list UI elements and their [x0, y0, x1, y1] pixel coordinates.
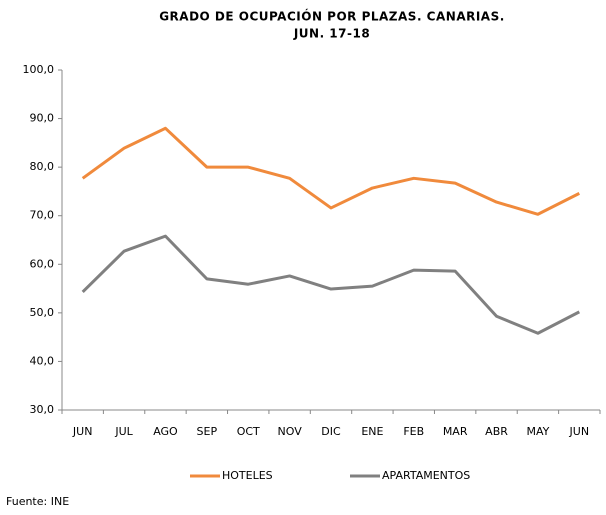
x-tick-label: NOV [278, 425, 303, 438]
x-tick-label: AGO [153, 425, 178, 438]
y-tick-label: 70,0 [30, 209, 55, 222]
x-tick-label: FEB [403, 425, 424, 438]
x-tick-label: JUL [114, 425, 133, 438]
chart-title: GRADO DE OCUPACIÓN POR PLAZAS. CANARIAS. [159, 9, 505, 24]
y-tick-label: 40,0 [30, 354, 55, 367]
x-tick-label: DIC [321, 425, 341, 438]
legend-label: APARTAMENTOS [382, 469, 470, 482]
legend-label: HOTELES [222, 469, 273, 482]
y-tick-label: 100,0 [23, 63, 55, 76]
y-tick-label: 60,0 [30, 257, 55, 270]
source-note: Fuente: INE [6, 495, 69, 508]
y-tick-label: 50,0 [30, 306, 55, 319]
x-tick-label: MAY [526, 425, 549, 438]
x-tick-label: JUN [569, 425, 590, 438]
x-tick-label: ENE [361, 425, 383, 438]
x-tick-label: SEP [197, 425, 218, 438]
x-tick-label: ABR [485, 425, 508, 438]
y-tick-label: 30,0 [30, 403, 55, 416]
x-tick-label: JUN [72, 425, 93, 438]
chart-title: JUN. 17-18 [293, 27, 370, 41]
x-tick-label: MAR [443, 425, 468, 438]
x-tick-label: OCT [237, 425, 260, 438]
data-line [81, 126, 580, 216]
y-tick-label: 90,0 [30, 112, 55, 125]
y-tick-label: 80,0 [30, 160, 55, 173]
data-line [81, 234, 580, 335]
